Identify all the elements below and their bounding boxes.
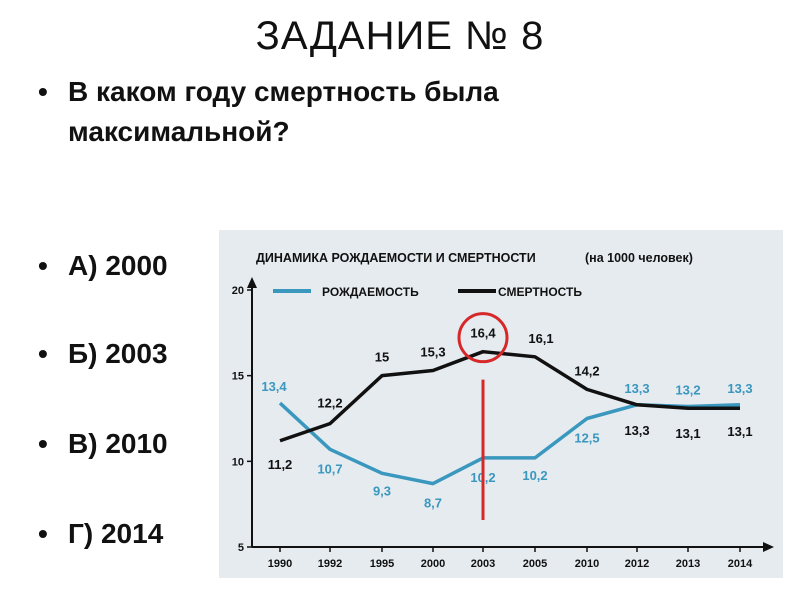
x-tick-label-4: 2003 bbox=[471, 558, 495, 570]
y-tick-label-1: 10 bbox=[232, 456, 244, 468]
data-label-birth-3: 8,7 bbox=[424, 496, 442, 511]
data-label-birth-1: 10,7 bbox=[317, 461, 342, 476]
data-label-birth-9: 13,3 bbox=[727, 381, 752, 396]
data-label-death-5: 16,1 bbox=[528, 331, 553, 346]
option-d: Г) 2014 bbox=[38, 514, 800, 554]
x-tick-label-7: 2012 bbox=[625, 558, 649, 570]
slide-title: ЗАДАНИЕ № 8 bbox=[255, 14, 545, 58]
data-label-birth-5: 10,2 bbox=[522, 468, 547, 483]
y-tick-label-0: 5 bbox=[238, 542, 244, 554]
x-axis-arrow bbox=[763, 542, 774, 552]
question-text: В каком году смертность была максимально… bbox=[38, 72, 688, 152]
x-tick-label-8: 2013 bbox=[676, 558, 700, 570]
chart-panel bbox=[219, 230, 783, 578]
series-line-1 bbox=[279, 349, 740, 443]
y-tick-label-2: 15 bbox=[232, 371, 244, 383]
x-tick-label-3: 2000 bbox=[421, 558, 445, 570]
data-label-death-7: 13,3 bbox=[624, 423, 649, 438]
y-axis-arrow bbox=[247, 277, 257, 288]
legend-label-0: РОЖДАЕМОСТЬ bbox=[322, 285, 419, 299]
data-label-birth-8: 13,2 bbox=[675, 383, 700, 398]
data-label-death-0: 11,2 bbox=[268, 457, 293, 472]
data-label-death-9: 13,1 bbox=[727, 424, 752, 439]
data-label-death-3: 15,3 bbox=[420, 345, 445, 360]
data-label-death-6: 14,2 bbox=[574, 363, 599, 378]
x-tick-label-9: 2014 bbox=[728, 558, 753, 570]
legend-label-1: СМЕРТНОСТЬ bbox=[498, 285, 582, 299]
option-b: Б) 2003 bbox=[38, 334, 800, 374]
data-label-birth-6: 12,5 bbox=[574, 431, 599, 446]
data-label-birth-7: 13,3 bbox=[624, 381, 649, 396]
x-tick-label-1: 1992 bbox=[318, 558, 342, 570]
highlight-circle bbox=[457, 312, 509, 364]
chart-title: ДИНАМИКА РОЖДАЕМОСТИ И СМЕРТНОСТИ bbox=[256, 251, 536, 265]
chart-subtitle: (на 1000 человек) bbox=[585, 251, 693, 265]
option-a: А) 2000 bbox=[38, 246, 800, 286]
option-c: В) 2010 bbox=[38, 424, 800, 464]
data-label-birth-0: 13,4 bbox=[261, 379, 287, 394]
x-tick-label-2: 1995 bbox=[370, 558, 394, 570]
series-line-0 bbox=[278, 401, 741, 486]
data-label-death-8: 13,1 bbox=[675, 426, 700, 441]
data-label-death-1: 12,2 bbox=[317, 396, 342, 411]
data-label-birth-2: 9,3 bbox=[373, 483, 391, 498]
y-tick-label-3: 20 bbox=[232, 285, 244, 297]
data-label-death-4: 16,4 bbox=[470, 326, 496, 341]
data-label-death-2: 15 bbox=[375, 350, 389, 365]
x-tick-label-0: 1990 bbox=[268, 558, 292, 570]
x-tick-label-6: 2010 bbox=[575, 558, 599, 570]
x-tick-label-5: 2005 bbox=[523, 558, 547, 570]
